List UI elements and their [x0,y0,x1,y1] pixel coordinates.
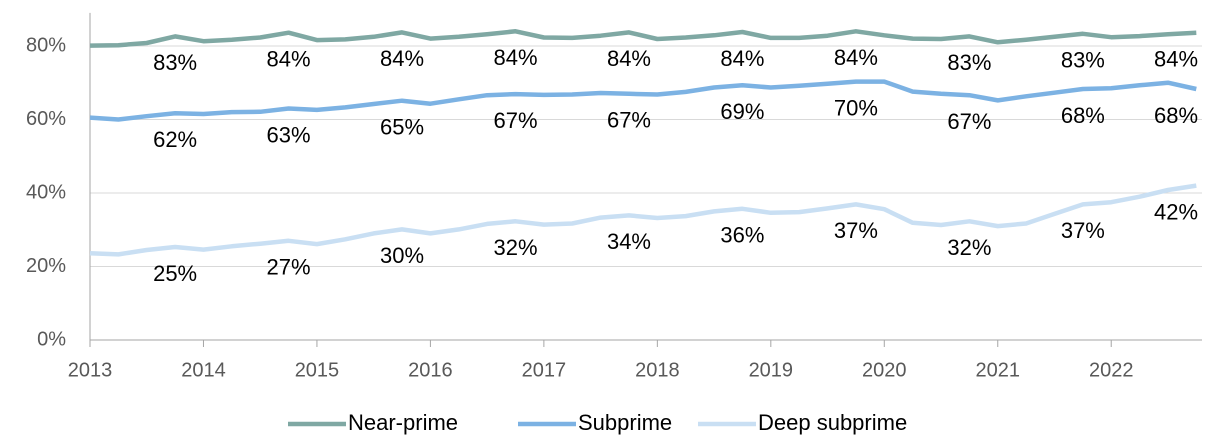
legend-label: Subprime [578,410,672,435]
data-label: 30% [380,243,424,268]
data-label: 70% [834,95,878,120]
x-tick-label: 2017 [522,359,567,381]
y-tick-label: 0% [37,328,66,350]
data-label: 83% [1061,48,1105,73]
data-label: 25% [153,261,197,286]
data-label: 67% [493,108,537,133]
data-label: 84% [493,45,537,70]
x-tick-label: 2021 [976,359,1021,381]
x-tick-label: 2018 [635,359,680,381]
data-label: 65% [380,115,424,140]
data-label: 84% [380,46,424,71]
data-label: 84% [720,46,764,71]
x-tick-label: 2014 [181,359,226,381]
y-tick-label: 80% [26,34,66,56]
series-line [89,183,1197,257]
data-label: 84% [834,45,878,70]
data-label: 68% [1154,103,1198,128]
x-tick-label: 2013 [68,359,113,381]
x-tick-label: 2016 [408,359,453,381]
data-label: 37% [1061,218,1105,243]
x-tick-label: 2019 [749,359,794,381]
x-tick-label: 2022 [1089,359,1134,381]
data-label: 62% [153,127,197,152]
data-label: 34% [607,229,651,254]
series-line [89,79,1197,122]
y-tick-label: 20% [26,255,66,277]
data-label: 68% [1061,103,1105,128]
data-label: 32% [493,235,537,260]
data-label: 67% [947,109,991,134]
data-label: 83% [947,50,991,75]
x-tick-label: 2015 [295,359,340,381]
data-label: 67% [607,108,651,133]
data-label: 84% [1154,47,1198,72]
data-label: 42% [1154,199,1198,224]
data-label: 36% [720,223,764,248]
data-label: 69% [720,99,764,124]
y-tick-label: 60% [26,108,66,130]
legend-label: Deep subprime [758,410,907,435]
data-label: 63% [267,122,311,147]
data-label: 37% [834,218,878,243]
data-label: 27% [267,255,311,280]
series-line [89,29,1197,48]
data-label: 32% [947,235,991,260]
legend-label: Near-prime [348,410,458,435]
x-tick-label: 2020 [862,359,907,381]
data-label: 83% [153,50,197,75]
y-tick-label: 40% [26,181,66,203]
data-label: 84% [607,46,651,71]
data-label: 84% [267,47,311,72]
